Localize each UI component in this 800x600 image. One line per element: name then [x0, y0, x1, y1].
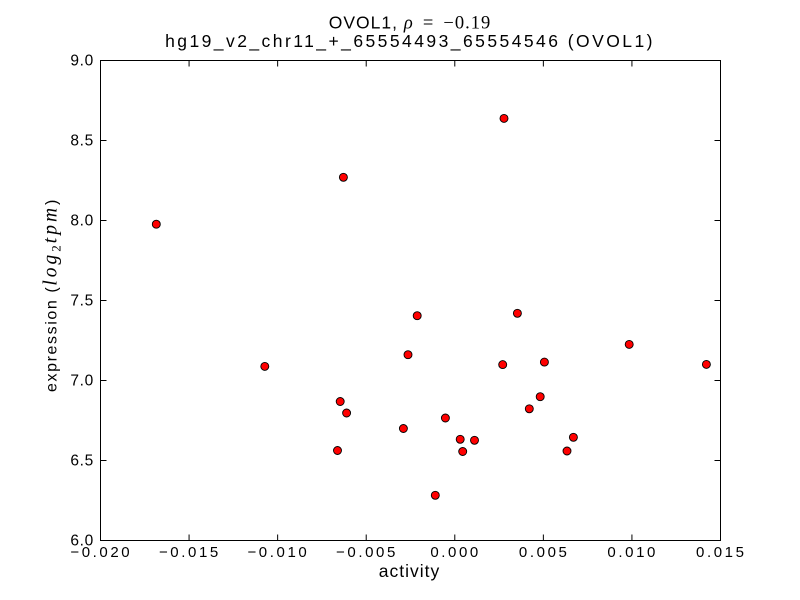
svg-text:7.0: 7.0	[70, 373, 94, 390]
svg-text:expression (log2tpm): expression (log2tpm)	[41, 198, 64, 392]
svg-text:−0.005: −0.005	[336, 544, 398, 561]
svg-text:6.0: 6.0	[70, 533, 94, 550]
svg-text:0.015: 0.015	[696, 544, 747, 561]
svg-text:0.005: 0.005	[519, 544, 570, 561]
svg-text:7.5: 7.5	[70, 293, 94, 310]
svg-text:9.0: 9.0	[70, 53, 94, 70]
svg-text:−0.020: −0.020	[70, 544, 132, 561]
svg-text:8.0: 8.0	[70, 213, 94, 230]
svg-text:0.010: 0.010	[607, 544, 658, 561]
svg-text:hg19_v2_chr11_+_65554493_65554: hg19_v2_chr11_+_65554493_65554546 (OVOL1…	[165, 31, 655, 52]
svg-text:0.000: 0.000	[430, 544, 481, 561]
svg-text:−0.015: −0.015	[159, 544, 221, 561]
svg-text:OVOL1, ρ = −0.19: OVOL1, ρ = −0.19	[329, 13, 491, 34]
svg-text:6.5: 6.5	[70, 453, 94, 470]
svg-text:activity: activity	[379, 561, 440, 581]
svg-text:8.5: 8.5	[70, 133, 94, 150]
svg-text:−0.010: −0.010	[247, 544, 309, 561]
